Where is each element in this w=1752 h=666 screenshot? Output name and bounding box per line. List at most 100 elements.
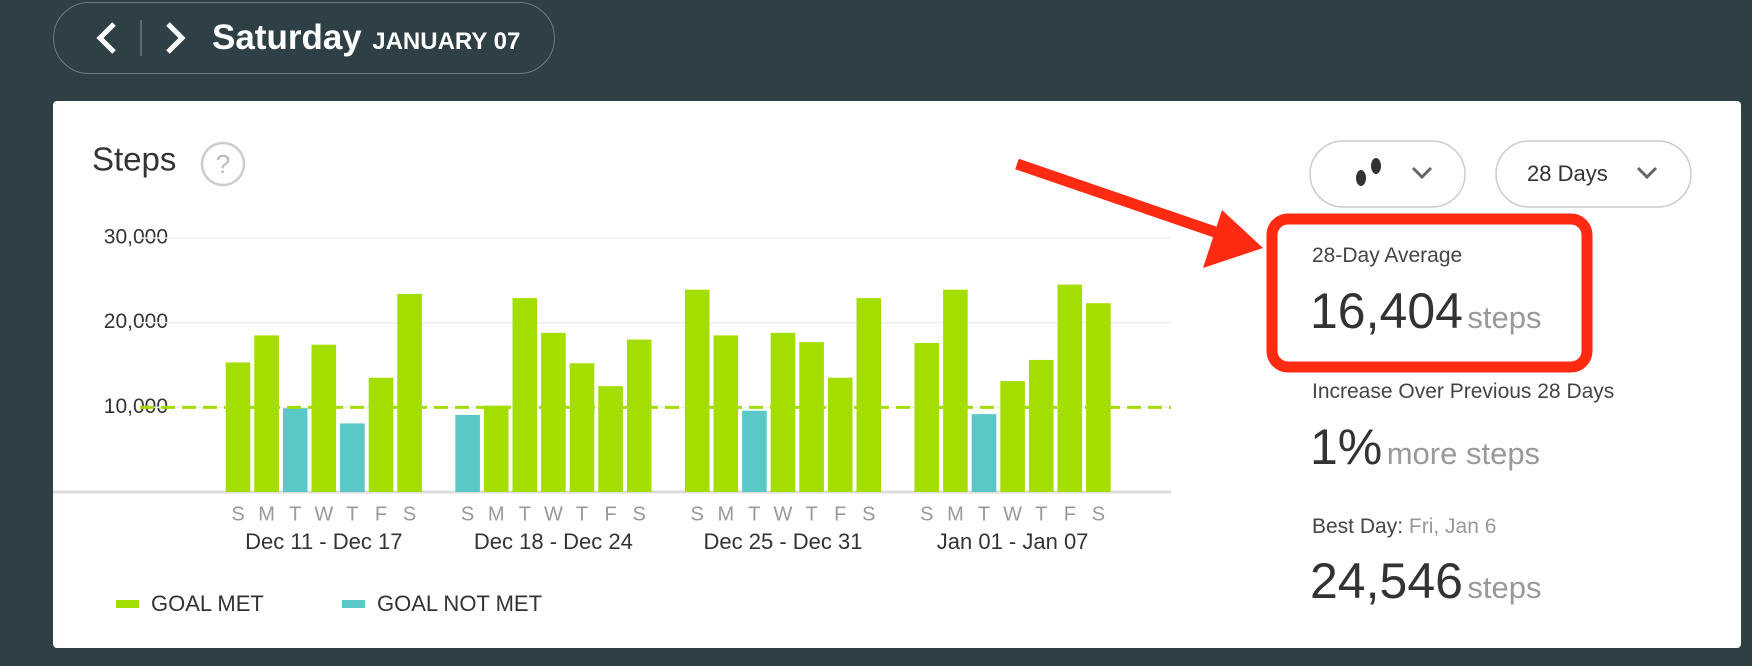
x-tick-label: M	[717, 503, 734, 525]
legend-label: GOAL MET	[151, 591, 264, 616]
bar	[512, 298, 538, 492]
bar	[943, 289, 968, 492]
x-tick-label: T	[346, 503, 358, 525]
x-tick-label: T	[805, 503, 817, 525]
chart-title: Steps	[92, 141, 176, 178]
x-tick-label: S	[633, 503, 646, 525]
metric-dropdown[interactable]	[1309, 140, 1466, 208]
date: JANUARY 07	[372, 28, 521, 55]
nav	[96, 20, 186, 56]
x-tick-label: W	[774, 503, 793, 525]
week-label: Dec 18 - Dec 24	[474, 529, 633, 554]
bar	[1086, 303, 1111, 492]
bar	[397, 293, 422, 492]
legend-swatch	[342, 600, 365, 608]
x-tick-label: T	[748, 503, 760, 525]
y-tick-label: 20,000	[104, 310, 168, 333]
bar	[742, 410, 767, 492]
help-icon[interactable]	[200, 141, 246, 187]
inc-label: Increase Over Previous 28 Days	[1312, 380, 1615, 403]
x-tick-label: T	[576, 503, 588, 525]
bar	[340, 423, 365, 492]
avg-value: 16,404 steps	[1310, 282, 1542, 340]
x-tick-label: S	[691, 503, 704, 525]
date-title: Saturday JANUARY 07	[212, 18, 520, 58]
x-tick-label: S	[231, 503, 244, 525]
x-tick-label: M	[258, 503, 275, 525]
x-tick-label: T	[289, 503, 301, 525]
x-tick-label: S	[1092, 503, 1105, 525]
arrow-head	[1203, 210, 1263, 268]
bar	[856, 298, 882, 492]
y-tick-label: 10,000	[104, 395, 168, 418]
bar	[684, 289, 710, 492]
bar	[311, 344, 337, 492]
x-tick-label: T	[1035, 503, 1047, 525]
range-dropdown[interactable]	[1495, 140, 1692, 208]
x-tick-label: W	[1003, 503, 1022, 525]
bar	[971, 414, 997, 492]
x-tick-label: S	[862, 503, 875, 525]
foot-icon	[1371, 158, 1381, 174]
x-tick-label: S	[920, 503, 933, 525]
avg-number: 16,404	[1310, 283, 1463, 339]
best-number: 24,546	[1310, 553, 1463, 609]
x-tick-label: F	[375, 503, 387, 525]
next-button[interactable]	[166, 22, 186, 54]
bar	[713, 335, 739, 492]
highlight-box	[1266, 213, 1593, 373]
x-tick-label: F	[1064, 503, 1076, 525]
bar	[1057, 284, 1083, 492]
inc-unit: more steps	[1386, 436, 1541, 471]
y-tick-label: 30,000	[104, 226, 168, 249]
bar	[799, 342, 824, 492]
bar	[368, 377, 394, 492]
bar	[455, 414, 480, 492]
bar	[1000, 381, 1025, 492]
avg-label: 28-Day Average	[1312, 244, 1463, 267]
week-label: Jan 01 - Jan 07	[937, 529, 1089, 554]
day: Saturday	[212, 18, 362, 57]
best-day: Fri, Jan 6	[1408, 515, 1497, 538]
x-tick-label: T	[519, 503, 531, 525]
bar	[225, 362, 251, 492]
legend-swatch	[116, 600, 139, 608]
bar	[483, 405, 509, 492]
x-tick-label: M	[947, 503, 964, 525]
best-unit: steps	[1467, 570, 1542, 605]
inc-number: 1%	[1310, 419, 1383, 475]
chevron	[1636, 166, 1658, 180]
arrow-shaft	[1015, 158, 1217, 238]
inc-value: 1% more steps	[1310, 418, 1540, 476]
chevron	[1411, 166, 1433, 180]
best-value: 24,546 steps	[1310, 552, 1542, 610]
help-mark: ?	[216, 149, 230, 179]
bar	[626, 339, 652, 492]
prev-button[interactable]	[96, 22, 116, 54]
bar	[1028, 359, 1054, 492]
date-pill	[53, 2, 555, 74]
week-label: Dec 11 - Dec 17	[245, 529, 402, 554]
x-tick-label: W	[544, 503, 563, 525]
x-tick-label: W	[314, 503, 333, 525]
best-label: Best Day: Fri, Jan 6	[1312, 515, 1496, 539]
bar	[770, 332, 796, 492]
best-title: Best Day:	[1312, 515, 1404, 538]
bar	[254, 335, 279, 492]
x-tick-label: S	[461, 503, 474, 525]
range-label: 28 Days	[1527, 161, 1608, 186]
bar	[914, 342, 940, 492]
x-tick-label: F	[604, 503, 616, 525]
bar	[569, 363, 595, 492]
foot-icon	[1356, 170, 1366, 186]
legend-label: GOAL NOT MET	[377, 591, 542, 616]
x-tick-label: F	[834, 503, 846, 525]
avg-unit: steps	[1467, 300, 1542, 335]
week-label: Dec 25 - Dec 31	[704, 529, 863, 554]
bar	[827, 377, 853, 492]
bar	[282, 408, 308, 492]
x-tick-label: S	[403, 503, 416, 525]
x-tick-label: M	[488, 503, 505, 525]
